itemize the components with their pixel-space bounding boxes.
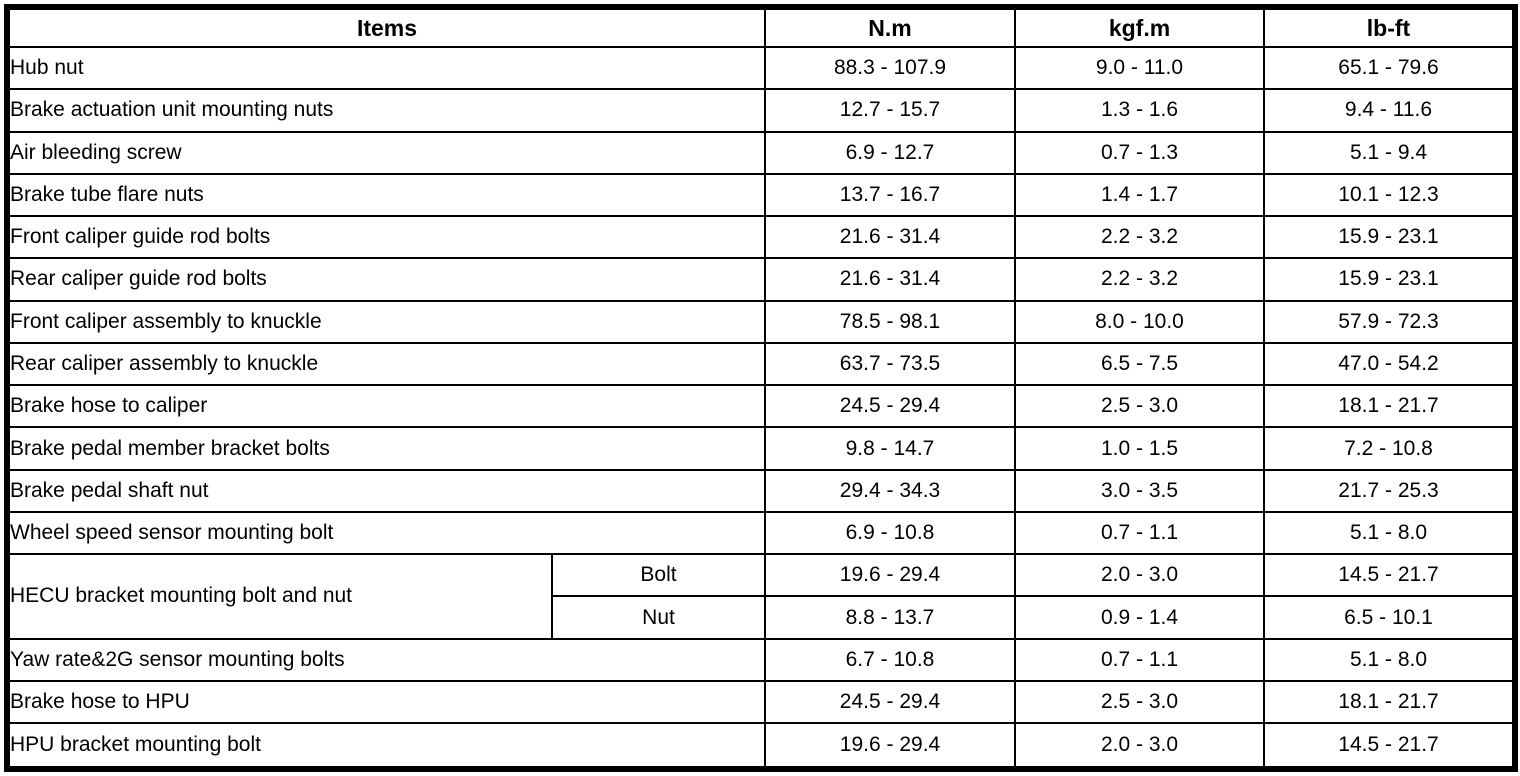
nm-value: 13.7 - 16.7 (764, 172, 1016, 218)
table-row: Front caliper assembly to knuckle 78.5 -… (6, 299, 1516, 344)
item-cell: Wheel speed sensor mounting bolt (6, 510, 766, 556)
nm-value: 29.4 - 34.3 (764, 468, 1016, 513)
item-cell: Brake pedal shaft nut (6, 468, 766, 513)
nm-value: 78.5 - 98.1 (764, 299, 1016, 344)
nm-value: 88.3 - 107.9 (764, 45, 1016, 91)
table-row: Brake actuation unit mounting nuts 12.7 … (6, 88, 1516, 133)
kgfm-value: 2.2 - 3.2 (1014, 215, 1265, 260)
col-header-items: Items (6, 6, 766, 48)
kgfm-value: 1.3 - 1.6 (1014, 88, 1265, 133)
lbft-value: 18.1 - 21.7 (1263, 679, 1516, 725)
lbft-value: 9.4 - 11.6 (1263, 88, 1516, 133)
table-row: Rear caliper assembly to knuckle 63.7 - … (6, 341, 1516, 387)
kgfm-value: 8.0 - 10.0 (1014, 299, 1265, 344)
lbft-value: 15.9 - 23.1 (1263, 215, 1516, 260)
item-cell: Rear caliper guide rod bolts (6, 257, 766, 302)
table-row: Hub nut 88.3 - 107.9 9.0 - 11.0 65.1 - 7… (6, 45, 1516, 91)
kgfm-value: 9.0 - 11.0 (1014, 45, 1265, 91)
lbft-value: 7.2 - 10.8 (1263, 426, 1516, 471)
table-row: Brake pedal member bracket bolts 9.8 - 1… (6, 426, 1516, 471)
nm-value: 19.6 - 29.4 (764, 722, 1016, 770)
lbft-value: 5.1 - 9.4 (1263, 130, 1516, 175)
item-cell: Brake pedal member bracket bolts (6, 426, 766, 471)
item-cell: Air bleeding screw (6, 130, 766, 175)
col-header-lbft: lb-ft (1263, 6, 1516, 48)
nm-value: 21.6 - 31.4 (764, 257, 1016, 302)
item-cell: Brake hose to caliper (6, 384, 766, 429)
table-row-hecu-bolt: HECU bracket mounting bolt and nut Bolt … (6, 553, 1516, 640)
kgfm-value: 2.0 - 3.0 (1014, 553, 1265, 598)
nm-value: 21.6 - 31.4 (764, 215, 1016, 260)
kgfm-value: 0.7 - 1.1 (1014, 637, 1265, 682)
item-cell: Brake tube flare nuts (6, 172, 766, 218)
lbft-value: 65.1 - 79.6 (1263, 45, 1516, 91)
item-cell: Front caliper assembly to knuckle (6, 299, 766, 344)
nm-value: 9.8 - 14.7 (764, 426, 1016, 471)
table-row: Brake tube flare nuts 13.7 - 16.7 1.4 - … (6, 172, 1516, 218)
item-cell: Brake hose to HPU (6, 679, 766, 725)
table-row: Yaw rate&2G sensor mounting bolts 6.7 - … (6, 637, 1516, 682)
col-header-nm: N.m (764, 6, 1016, 48)
table-row: Wheel speed sensor mounting bolt 6.9 - 1… (6, 510, 1516, 556)
table-row-hecu-nut: Nut 8.8 - 13.7 0.9 - 1.4 6.5 - 10.1 (7, 595, 1516, 640)
nm-value: 6.9 - 10.8 (764, 510, 1016, 556)
col-header-kgfm: kgf.m (1014, 6, 1265, 48)
table-row: Front caliper guide rod bolts 21.6 - 31.… (6, 215, 1516, 260)
lbft-value: 14.5 - 21.7 (1263, 553, 1516, 598)
table-row: Air bleeding screw 6.9 - 12.7 0.7 - 1.3 … (6, 130, 1516, 175)
nm-value: 19.6 - 29.4 (764, 553, 1016, 598)
nm-value: 63.7 - 73.5 (764, 341, 1016, 387)
kgfm-value: 1.4 - 1.7 (1014, 172, 1265, 218)
kgfm-value: 2.0 - 3.0 (1014, 722, 1265, 770)
kgfm-value: 0.7 - 1.1 (1014, 510, 1265, 556)
sub-item-label: Nut (551, 595, 766, 640)
lbft-value: 18.1 - 21.7 (1263, 384, 1516, 429)
nm-value: 24.5 - 29.4 (764, 384, 1016, 429)
lbft-value: 57.9 - 72.3 (1263, 299, 1516, 344)
item-cell: Brake actuation unit mounting nuts (6, 88, 766, 133)
lbft-value: 10.1 - 12.3 (1263, 172, 1516, 218)
item-cell: Rear caliper assembly to knuckle (6, 341, 766, 387)
lbft-value: 21.7 - 25.3 (1263, 468, 1516, 513)
kgfm-value: 6.5 - 7.5 (1014, 341, 1265, 387)
lbft-value: 6.5 - 10.1 (1263, 595, 1516, 640)
kgfm-value: 1.0 - 1.5 (1014, 426, 1265, 471)
lbft-value: 14.5 - 21.7 (1263, 722, 1516, 770)
nm-value: 24.5 - 29.4 (764, 679, 1016, 725)
item-cell: Front caliper guide rod bolts (6, 215, 766, 260)
kgfm-value: 0.9 - 1.4 (1014, 595, 1265, 640)
lbft-value: 5.1 - 8.0 (1263, 637, 1516, 682)
torque-spec-table: Items N.m kgf.m lb-ft Hub nut 88.3 - 107… (4, 4, 1518, 772)
item-cell: Yaw rate&2G sensor mounting bolts (6, 637, 766, 682)
kgfm-value: 0.7 - 1.3 (1014, 130, 1265, 175)
table-row: Brake pedal shaft nut 29.4 - 34.3 3.0 - … (6, 468, 1516, 513)
kgfm-value: 2.2 - 3.2 (1014, 257, 1265, 302)
lbft-value: 15.9 - 23.1 (1263, 257, 1516, 302)
table-header-row: Items N.m kgf.m lb-ft (6, 6, 1516, 48)
kgfm-value: 2.5 - 3.0 (1014, 679, 1265, 725)
table-row: Rear caliper guide rod bolts 21.6 - 31.4… (6, 257, 1516, 302)
nm-value: 6.9 - 12.7 (764, 130, 1016, 175)
item-cell: HPU bracket mounting bolt (6, 722, 766, 770)
kgfm-value: 3.0 - 3.5 (1014, 468, 1265, 513)
item-cell: Hub nut (6, 45, 766, 91)
kgfm-value: 2.5 - 3.0 (1014, 384, 1265, 429)
table-row: Brake hose to HPU 24.5 - 29.4 2.5 - 3.0 … (6, 679, 1516, 725)
lbft-value: 5.1 - 8.0 (1263, 510, 1516, 556)
item-cell: HECU bracket mounting bolt and nut (6, 553, 553, 640)
nm-value: 12.7 - 15.7 (764, 88, 1016, 133)
table-row: HPU bracket mounting bolt 19.6 - 29.4 2.… (6, 722, 1516, 770)
table-row: Brake hose to caliper 24.5 - 29.4 2.5 - … (6, 384, 1516, 429)
nm-value: 8.8 - 13.7 (764, 595, 1016, 640)
sub-item-label: Bolt (551, 553, 766, 598)
lbft-value: 47.0 - 54.2 (1263, 341, 1516, 387)
nm-value: 6.7 - 10.8 (764, 637, 1016, 682)
